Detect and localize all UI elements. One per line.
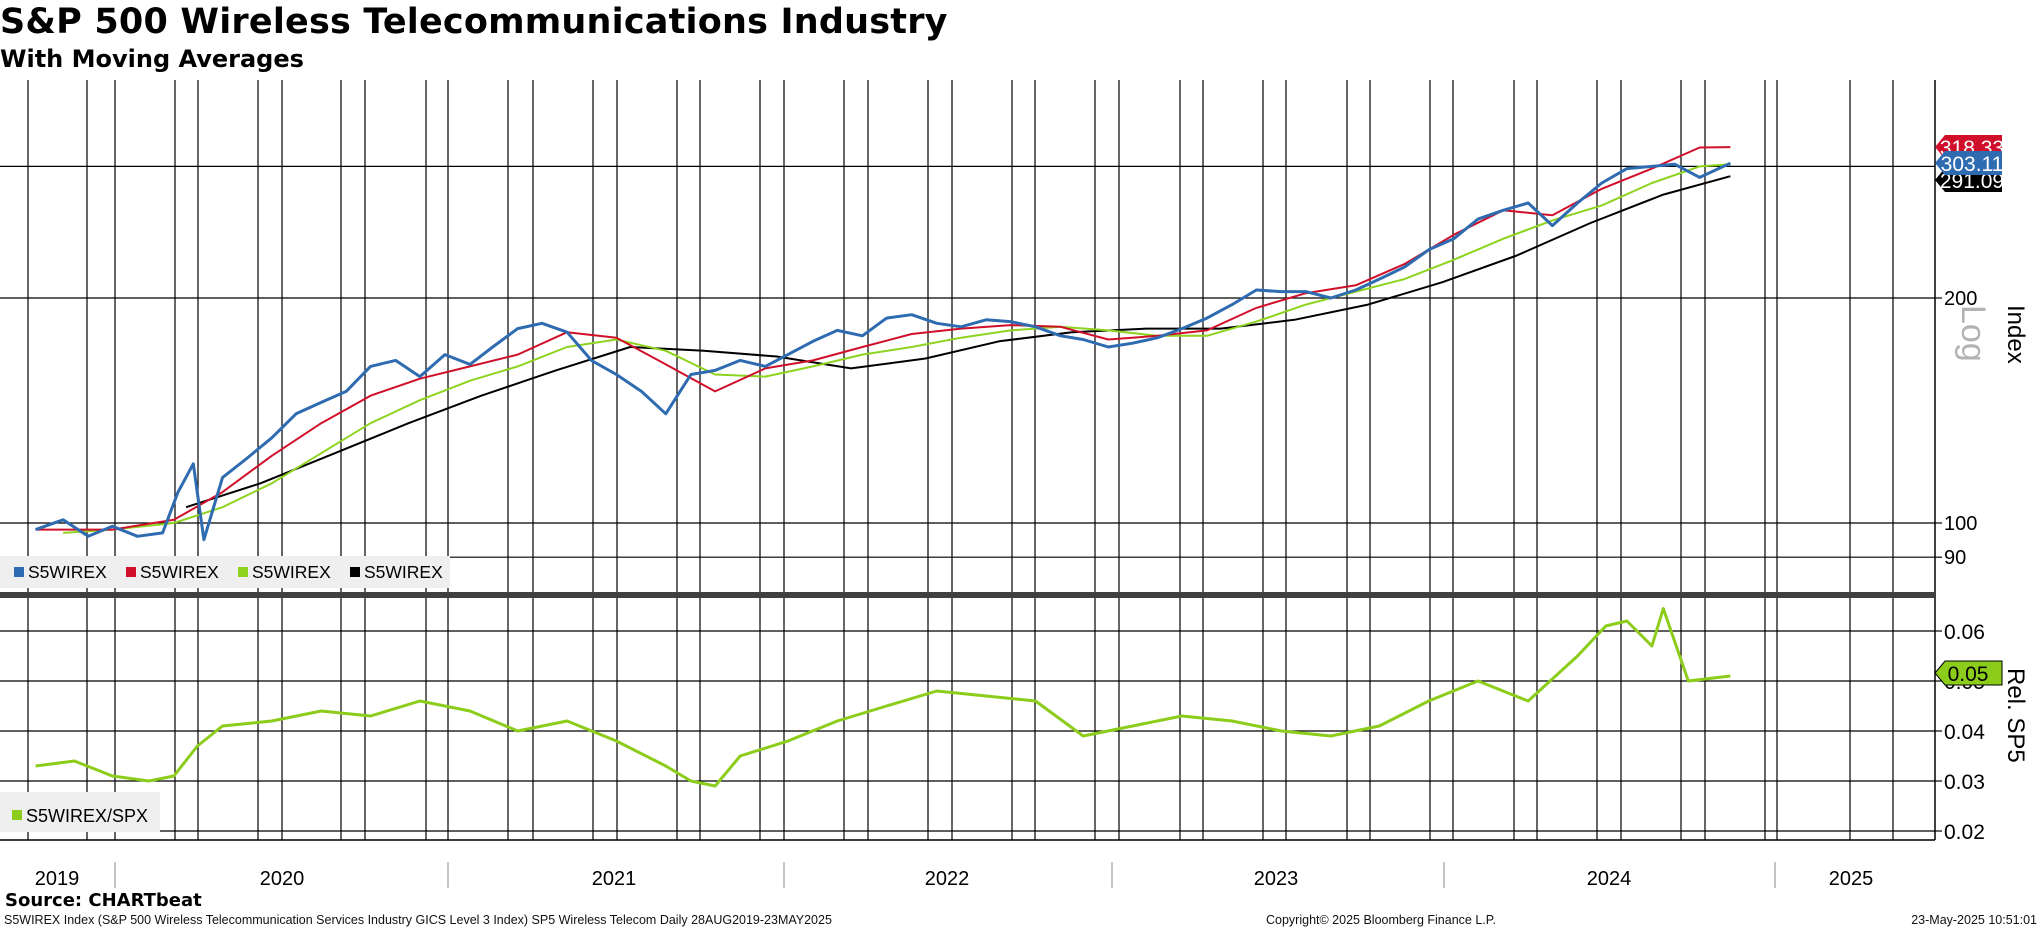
last-value-text-291-09: 291.09 — [1940, 170, 2004, 193]
panel-frame — [0, 80, 1936, 841]
legend-swatch-1 — [126, 567, 136, 577]
lower-ytick-label-0.06: 0.06 — [1944, 621, 1985, 644]
legend-label-2: S5WIREX — [252, 562, 331, 582]
legend-swatch-2 — [238, 567, 248, 577]
last-value-tag-lower: 0.05 — [1934, 660, 2003, 686]
xtick-label-2025: 2025 — [1829, 868, 1874, 890]
legend-label-0: S5WIREX — [28, 562, 107, 582]
legends: S5WIREX S5WIREX S5WIREX S5WIREX S5WIREX/SPX — [0, 556, 450, 832]
source-note: Source: CHARTbeat — [5, 890, 202, 911]
panel-separator — [0, 592, 1935, 598]
legend-lower-label-0: S5WIREX/SPX — [26, 806, 148, 826]
series-line-s5wirex-2 — [63, 163, 1731, 534]
xtick-label-2020: 2020 — [260, 868, 305, 890]
series-line-s5wirex-0 — [35, 161, 1732, 542]
chart-title: S&P 500 Wireless Telecommunications Indu… — [0, 2, 948, 42]
xtick-label-2019: 2019 — [35, 868, 80, 890]
legend-swatch-3 — [350, 567, 360, 577]
upper-ytick-label-200: 200 — [1944, 288, 1977, 310]
lower-ytick-label-0.04: 0.04 — [1944, 721, 1985, 744]
lower-ytick-label-0.02: 0.02 — [1944, 821, 1985, 844]
upper-ylabel: Index — [2002, 305, 2029, 364]
legend-lower-swatch-0 — [12, 810, 22, 820]
axis-labels: 90 100 200 0.02 0.03 0.04 0.05 0.06 Index Log Rel.… — [35, 288, 2029, 890]
lower-panel-series — [35, 607, 1731, 788]
xtick-label-2021: 2021 — [592, 868, 637, 890]
footer-description: S5WIREX Index (S&P 500 Wireless Telecomm… — [4, 913, 832, 927]
chart-subtitle: With Moving Averages — [0, 45, 304, 73]
lower-ytick-label-0.03: 0.03 — [1944, 771, 1985, 794]
upper-panel-series — [35, 146, 1732, 542]
upper-ytick-label-90: 90 — [1944, 547, 1966, 569]
legend-lower-bg — [0, 792, 160, 832]
series-line-s5wirex-3 — [185, 175, 1731, 509]
last-value-shape-lower — [1934, 660, 2003, 686]
footer-copyright: Copyright© 2025 Bloomberg Finance L.P. — [1266, 913, 1496, 927]
footer-timestamp: 23-May-2025 10:51:01 — [1911, 913, 2037, 927]
legend-label-3: S5WIREX — [364, 562, 443, 582]
legend-upper-bg — [0, 556, 450, 588]
lower-ylabel: Rel. SP5 — [2002, 668, 2029, 763]
last-value-tag-303-11: 303.11 — [1935, 151, 2003, 176]
xtick-label-2022: 2022 — [925, 868, 970, 890]
log-scale-label: Log — [1954, 305, 1992, 362]
grid-lines — [0, 80, 1935, 840]
upper-ytick-label-100: 100 — [1944, 513, 1977, 535]
xtick-label-2023: 2023 — [1254, 868, 1299, 890]
last-value-text-303-11: 303.11 — [1941, 153, 2004, 176]
last-value-shape-303-11 — [1935, 151, 2002, 175]
legend-label-1: S5WIREX — [140, 562, 219, 582]
series-line-s5wirex-spx-0 — [35, 607, 1731, 788]
legend-swatch-0 — [14, 567, 24, 577]
xtick-label-2024: 2024 — [1587, 868, 1632, 890]
last-value-text-lower: 0.05 — [1948, 663, 1989, 686]
